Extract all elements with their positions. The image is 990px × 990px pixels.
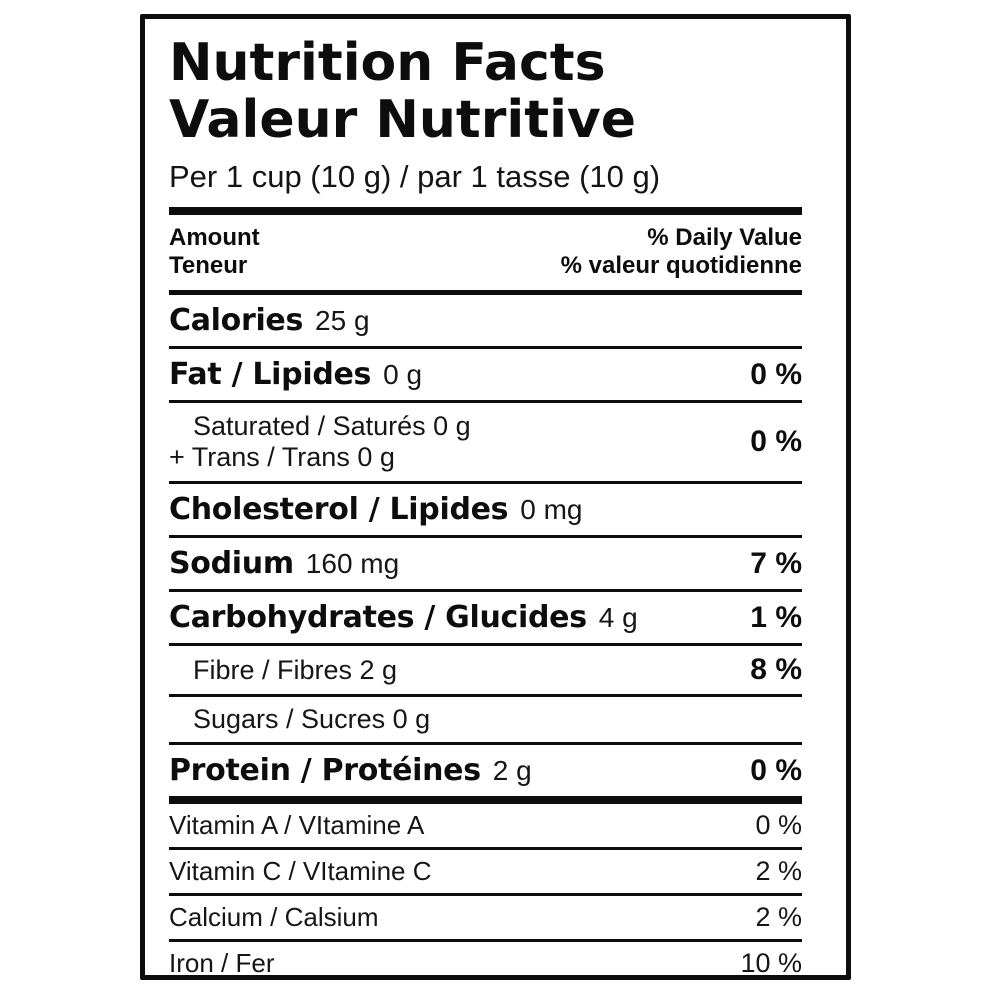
protein-daily-value: 0 % <box>750 753 802 787</box>
row-cholesterol: Cholesterol / Lipides 0 mg <box>169 481 802 535</box>
iron-text: Iron / Fer <box>169 948 275 978</box>
sodium-name: Sodium <box>169 546 294 581</box>
row-calcium: Calcium / Calsium 2 % <box>169 893 802 939</box>
saturated-trans-daily-value: 0 % <box>750 425 802 458</box>
calories-value: 25 g <box>315 305 370 336</box>
fat-name: Fat / Lipides <box>169 357 372 392</box>
sugars-text: Sugars / Sucres 0 g <box>193 704 431 734</box>
title-english: Nutrition Facts <box>169 33 606 93</box>
vitamin-c-daily-value: 2 % <box>755 856 802 886</box>
amount-label-fr: Teneur <box>169 252 248 279</box>
label-title: Nutrition Facts Valeur Nutritive <box>169 35 802 149</box>
saturated-line: Saturated / Saturés 0 g <box>193 411 471 441</box>
fibre-text: Fibre / Fibres 2 g <box>193 654 398 685</box>
row-iron: Iron / Fer 10 % <box>169 939 802 978</box>
row-calories: Calories 25 g <box>169 295 802 346</box>
vitamin-c-text: Vitamin C / VItamine C <box>169 856 432 886</box>
amount-column-header: Amount Teneur <box>169 224 260 280</box>
calcium-daily-value: 2 % <box>755 902 802 932</box>
amount-label-en: Amount <box>169 224 260 251</box>
calories-name: Calories <box>169 303 304 338</box>
row-sugars: Sugars / Sucres 0 g <box>169 694 802 742</box>
calcium-text: Calcium / Calsium <box>169 902 379 932</box>
title-french: Valeur Nutritive <box>169 90 637 150</box>
row-carbohydrates: Carbohydrates / Glucides 4 g 1 % <box>169 589 802 643</box>
column-header: Amount Teneur % Daily Value % valeur quo… <box>169 215 802 295</box>
daily-value-column-header: % Daily Value % valeur quotidienne <box>561 224 802 280</box>
vitamin-a-text: Vitamin A / VItamine A <box>169 810 425 840</box>
carbohydrates-daily-value: 1 % <box>750 600 802 634</box>
row-fibre: Fibre / Fibres 2 g 8 % <box>169 643 802 694</box>
sodium-daily-value: 7 % <box>750 546 802 580</box>
carbohydrates-value: 4 g <box>598 602 638 633</box>
row-vitamin-a: Vitamin A / VItamine A 0 % <box>169 796 802 847</box>
row-fat: Fat / Lipides 0 g 0 % <box>169 346 802 400</box>
sodium-value: 160 mg <box>305 548 400 579</box>
row-sodium: Sodium 160 mg 7 % <box>169 535 802 589</box>
iron-daily-value: 10 % <box>740 948 802 978</box>
row-saturated-trans: Saturated / Saturés 0 g + Trans / Trans … <box>169 400 802 481</box>
trans-line: + Trans / Trans 0 g <box>169 442 395 472</box>
fibre-daily-value: 8 % <box>750 653 802 686</box>
row-protein: Protein / Protéines 2 g 0 % <box>169 742 802 796</box>
carbohydrates-name: Carbohydrates / Glucides <box>169 600 587 635</box>
fat-value: 0 g <box>383 359 423 390</box>
serving-size: Per 1 cup (10 g) / par 1 tasse (10 g) <box>169 159 802 215</box>
fat-daily-value: 0 % <box>750 357 802 391</box>
daily-value-label-en: % Daily Value <box>647 224 802 251</box>
nutrition-facts-label: Nutrition Facts Valeur Nutritive Per 1 c… <box>140 14 851 980</box>
row-vitamin-c: Vitamin C / VItamine C 2 % <box>169 847 802 893</box>
vitamin-a-daily-value: 0 % <box>755 810 802 840</box>
protein-value: 2 g <box>492 755 532 786</box>
daily-value-label-fr: % valeur quotidienne <box>560 252 802 279</box>
cholesterol-name: Cholesterol / Lipides <box>169 492 509 527</box>
protein-name: Protein / Protéines <box>169 753 481 788</box>
cholesterol-value: 0 mg <box>520 494 583 525</box>
